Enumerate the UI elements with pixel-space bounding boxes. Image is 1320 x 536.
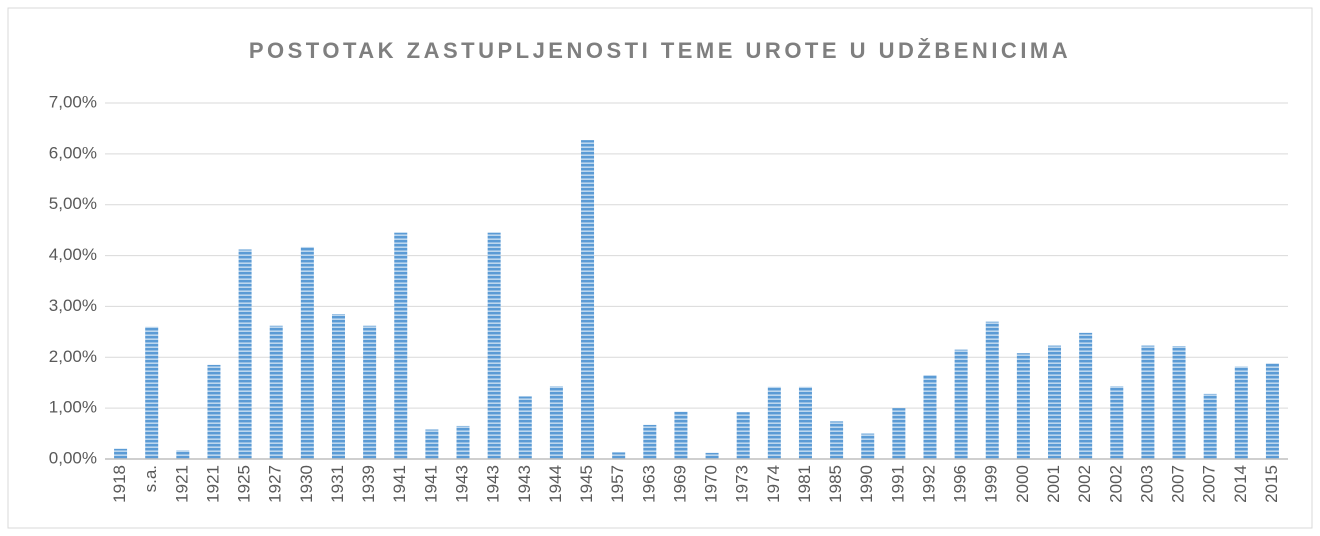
bar <box>861 433 875 459</box>
bar <box>954 349 968 459</box>
bar <box>1079 332 1093 459</box>
x-tick-label: 2003 <box>1137 465 1156 503</box>
x-tick-label: 1943 <box>515 465 534 503</box>
x-tick-label: 2014 <box>1231 465 1250 503</box>
bar <box>830 421 844 459</box>
bar <box>1110 386 1124 459</box>
bar <box>705 452 719 459</box>
x-tick-label: 2007 <box>1169 465 1188 503</box>
x-tick-label: 1990 <box>857 465 876 503</box>
bar <box>1048 345 1062 459</box>
bar <box>363 325 377 459</box>
bar <box>176 450 190 459</box>
x-tick-label: 1992 <box>919 465 938 503</box>
x-tick-label: 1941 <box>390 465 409 503</box>
x-tick-label: 1941 <box>421 465 440 503</box>
bar <box>549 386 563 459</box>
x-tick-label: 2007 <box>1200 465 1219 503</box>
chart-frame <box>7 7 1313 529</box>
bar <box>425 429 439 459</box>
x-tick-label: 1944 <box>546 465 565 503</box>
x-tick-label: 1974 <box>764 465 783 503</box>
bar <box>736 412 750 459</box>
y-tick-label: 7,00% <box>49 92 97 111</box>
x-tick-label: 1945 <box>577 465 596 503</box>
bar <box>612 452 626 459</box>
bar <box>767 386 781 459</box>
bar <box>1172 346 1186 459</box>
bar <box>300 246 314 459</box>
x-tick-label: 2001 <box>1044 465 1063 503</box>
bar <box>798 386 812 459</box>
x-tick-label: 2000 <box>1013 465 1032 503</box>
bar <box>923 375 937 459</box>
x-tick-label: 1921 <box>172 465 191 503</box>
x-tick-label: 1927 <box>266 465 285 503</box>
y-tick-label: 4,00% <box>49 245 97 264</box>
bar <box>892 408 906 459</box>
bar <box>643 424 657 459</box>
x-tick-label: 1957 <box>608 465 627 503</box>
y-tick-label: 6,00% <box>49 143 97 162</box>
x-tick-label: 1985 <box>826 465 845 503</box>
bar <box>1234 366 1248 459</box>
x-tick-label: 1943 <box>452 465 471 503</box>
x-tick-label: 1970 <box>702 465 721 503</box>
x-tick-label: 1991 <box>888 465 907 503</box>
x-tick-label: 1943 <box>484 465 503 503</box>
bar <box>1141 345 1155 459</box>
y-tick-label: 0,00% <box>49 448 97 467</box>
y-tick-label: 5,00% <box>49 194 97 213</box>
bar <box>456 425 470 459</box>
x-tick-label: s.a. <box>141 465 160 492</box>
bar <box>394 232 408 459</box>
x-tick-label: 1930 <box>297 465 316 503</box>
bar <box>1265 363 1279 459</box>
x-tick-label: 1969 <box>670 465 689 503</box>
x-tick-label: 1921 <box>203 465 222 503</box>
x-tick-label: 1981 <box>795 465 814 503</box>
x-tick-label: 1999 <box>982 465 1001 503</box>
y-tick-label: 3,00% <box>49 296 97 315</box>
x-tick-label: 1931 <box>328 465 347 503</box>
bar <box>145 326 159 459</box>
bar <box>331 314 345 459</box>
y-tick-label: 2,00% <box>49 347 97 366</box>
x-tick-label: 1996 <box>951 465 970 503</box>
bar <box>674 411 688 459</box>
x-tick-label: 2015 <box>1262 465 1281 503</box>
x-tick-label: 1963 <box>639 465 658 503</box>
bar <box>1203 393 1217 459</box>
bar <box>207 364 221 459</box>
bar <box>518 396 532 459</box>
x-tick-label: 1918 <box>110 465 129 503</box>
bar <box>581 140 595 459</box>
x-tick-label: 1925 <box>235 465 254 503</box>
chart-title: POSTOTAK ZASTUPLJENOSTI TEME UROTE U UDŽ… <box>249 38 1071 63</box>
x-tick-label: 2002 <box>1106 465 1125 503</box>
x-tick-label: 1973 <box>733 465 752 503</box>
x-tick-label: 2002 <box>1075 465 1094 503</box>
bar <box>487 232 501 459</box>
y-tick-label: 1,00% <box>49 398 97 417</box>
x-tick-label: 1939 <box>359 465 378 503</box>
bar <box>238 249 252 459</box>
bar <box>985 321 999 459</box>
bar <box>1016 353 1030 459</box>
bar <box>114 448 128 459</box>
bar <box>269 325 283 459</box>
